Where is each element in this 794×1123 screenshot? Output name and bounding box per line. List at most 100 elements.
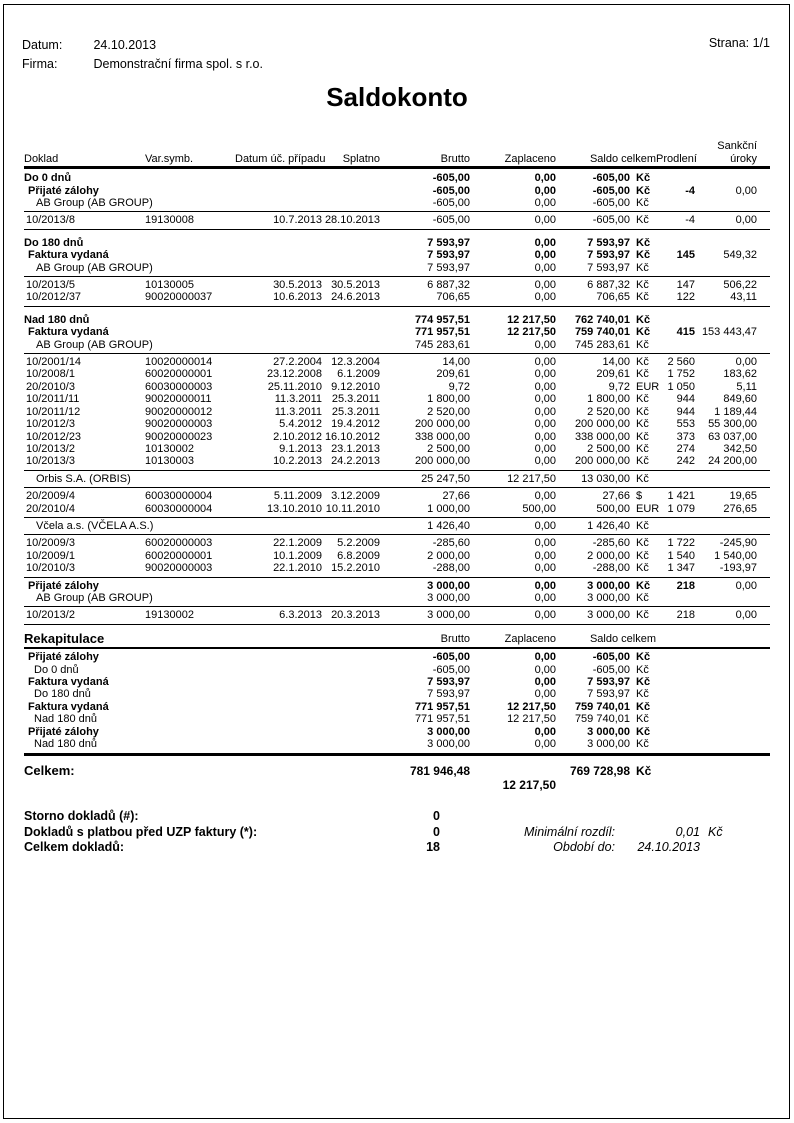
cell-mena: Kč <box>636 579 651 592</box>
cell-zaplaceno: 0,00 <box>534 688 556 701</box>
cell-zaplaceno: 0,00 <box>534 405 556 418</box>
cell-brutto: 1 426,40 <box>427 519 470 532</box>
cell-varsymb: 60020000001 <box>145 368 213 381</box>
cell-mena: Kč <box>636 197 649 209</box>
cell-datum: 22.1.2010 <box>273 562 322 575</box>
cell-varsymb: 60030000004 <box>145 502 213 515</box>
cell-prodleni <box>656 262 695 274</box>
cell-brutto: -605,00 <box>432 184 470 197</box>
cell-brutto: 200 000,00 <box>414 418 470 431</box>
cell-brutto: 200 000,00 <box>414 455 470 468</box>
table-row-detail: 10/2011/11 90020000011 11.3.2011 25.3.2011 1… <box>24 393 770 405</box>
cell-mena: Kč <box>636 249 651 262</box>
cell-zaplaceno: 0,00 <box>534 490 556 503</box>
cell-prodleni <box>656 520 695 532</box>
cell-splatno: 25.3.2011 <box>331 405 380 418</box>
cell-saldo: 2 520,00 <box>587 405 630 418</box>
table-row-detail: 10/2013/2 10130002 9.1.2013 23.1.2013 2 500,… <box>24 443 770 455</box>
cell-brutto: 25 247,50 <box>421 472 470 485</box>
cell-sankcni: 506,22 <box>723 279 757 292</box>
cell-mena: Kč <box>636 455 649 468</box>
cell-zaplaceno: 0,00 <box>534 455 556 468</box>
cell-datum: 27.2.2004 <box>273 356 322 369</box>
cell-zaplaceno: 12 217,50 <box>507 713 556 726</box>
rekapitulace-bottom-rule <box>24 753 770 757</box>
meta-firma-row: Firma: Demonstrační firma spol. s r.o. <box>22 55 263 74</box>
cell-prodleni: 944 <box>676 405 695 418</box>
cell-doklad: 10/2009/1 <box>26 549 75 562</box>
separator-rule <box>24 353 770 355</box>
cell-prodleni <box>656 237 695 249</box>
table-row-detail: 10/2013/8 19130008 10.7.2013 28.10.2013 -605… <box>24 214 770 226</box>
cell-mena: Kč <box>636 418 649 431</box>
cell-zaplaceno: 12 217,50 <box>507 472 556 485</box>
cell-prodleni: 145 <box>676 249 695 262</box>
rekapitulace-section: Rekapitulace Brutto Zaplaceno Saldo celk… <box>24 632 770 757</box>
cell-datum: 11.3.2011 <box>274 393 322 406</box>
table-row-detail: 10/2013/2 19130002 6.3.2013 20.3.2013 3 000,… <box>24 609 770 621</box>
separator-rule <box>24 576 770 578</box>
cell-mena: Kč <box>636 562 649 575</box>
cell-sankcni: 849,60 <box>723 393 757 406</box>
cell-saldo: -605,00 <box>592 172 630 185</box>
cell-brutto: 27,66 <box>442 490 470 503</box>
cell-mena: Kč <box>636 442 649 455</box>
cell-sankcni: 549,32 <box>723 249 757 262</box>
rekapitulace-top-rule <box>24 647 770 650</box>
cell-mena: Kč <box>636 291 649 304</box>
cell-varsymb: 60020000003 <box>145 537 213 550</box>
col-varsymb: Var.symb. <box>145 152 194 165</box>
cell-saldo: -288,00 <box>592 562 630 575</box>
table-row-detail: 10/2012/37 90020000037 10.6.2013 24.6.2013 7… <box>24 291 770 303</box>
cell-brutto: 7 593,97 <box>427 261 470 274</box>
cell-zaplaceno: 12 217,50 <box>507 326 556 339</box>
rekap-row-sub: Nad 180 dnů 771 957,51 12 217,50 759 740,01… <box>24 713 770 725</box>
cell-name: Přijaté zálohy <box>28 725 99 738</box>
cell-zaplaceno: 0,00 <box>534 291 556 304</box>
rekap-row-sub: Do 180 dnů 7 593,97 0,00 7 593,97 Kč <box>24 688 770 700</box>
cell-mena: Kč <box>636 172 651 185</box>
cell-varsymb: 90020000011 <box>145 393 212 406</box>
cell-name: Do 0 dnů <box>34 663 79 676</box>
cell-datum: 6.3.2013 <box>279 609 322 622</box>
cell-mena: Kč <box>636 472 649 485</box>
cell-prodleni: 1 347 <box>667 562 695 575</box>
cell-doklad: 10/2009/3 <box>26 537 75 550</box>
cell-saldo: 7 593,97 <box>587 249 630 262</box>
cell-saldo: 7 593,97 <box>587 261 630 274</box>
cell-sankcni: 183,62 <box>723 368 757 381</box>
cell-mena: Kč <box>636 313 651 326</box>
cell-brutto: -285,60 <box>432 537 470 550</box>
footer-row: Storno dokladů (#): 0 <box>24 809 770 825</box>
cell-splatno: 28.10.2013 <box>324 214 380 227</box>
cell-saldo: 3 000,00 <box>587 725 630 738</box>
cell-saldo: 1 800,00 <box>587 393 630 406</box>
cell-zaplaceno: 0,00 <box>534 591 556 604</box>
cell-saldo: 9,72 <box>608 380 630 393</box>
cell-splatno: 10.11.2010 <box>325 502 380 515</box>
table-row-detail: 10/2013/3 10130003 10.2.2013 24.2.2013 200 0… <box>24 455 770 467</box>
table-row-detail: 10/2009/1 60020000001 10.1.2009 6.8.2009 2 0… <box>24 550 770 562</box>
cell-zaplaceno: 0,00 <box>534 725 556 738</box>
cell-zaplaceno: 0,00 <box>534 549 556 562</box>
cell-prodleni <box>656 473 695 485</box>
celkem-row: Celkem: 781 946,48 769 728,98 Kč <box>24 764 770 778</box>
cell-mena: Kč <box>636 519 649 532</box>
cell-prodleni: 1 540 <box>667 549 695 562</box>
cell-doklad: 10/2001/14 <box>26 356 82 369</box>
cell-splatno: 19.4.2012 <box>331 418 380 431</box>
table-row-section: Do 180 dnů 7 593,97 0,00 7 593,97 Kč <box>24 237 770 249</box>
cell-brutto: 774 957,51 <box>414 313 470 326</box>
firma-label: Firma: <box>22 57 58 71</box>
cell-mena: Kč <box>636 738 649 751</box>
cell-varsymb: 90020000003 <box>145 418 213 431</box>
footer-right-value: 0,01 <box>675 824 700 839</box>
separator-rule <box>24 228 770 230</box>
footer-right-suffix <box>700 840 770 856</box>
rekapitulace-header: Rekapitulace Brutto Zaplaceno Saldo celk… <box>24 632 770 645</box>
meta-datum-row: Datum: 24.10.2013 <box>22 36 263 55</box>
cell-varsymb: 60020000001 <box>145 549 213 562</box>
cell-splatno: 30.5.2013 <box>331 279 380 292</box>
cell-saldo: 338 000,00 <box>574 430 630 443</box>
table-row-firm: Orbis S.A. (ORBIS) 25 247,50 12 217,50 13 0… <box>24 473 770 485</box>
